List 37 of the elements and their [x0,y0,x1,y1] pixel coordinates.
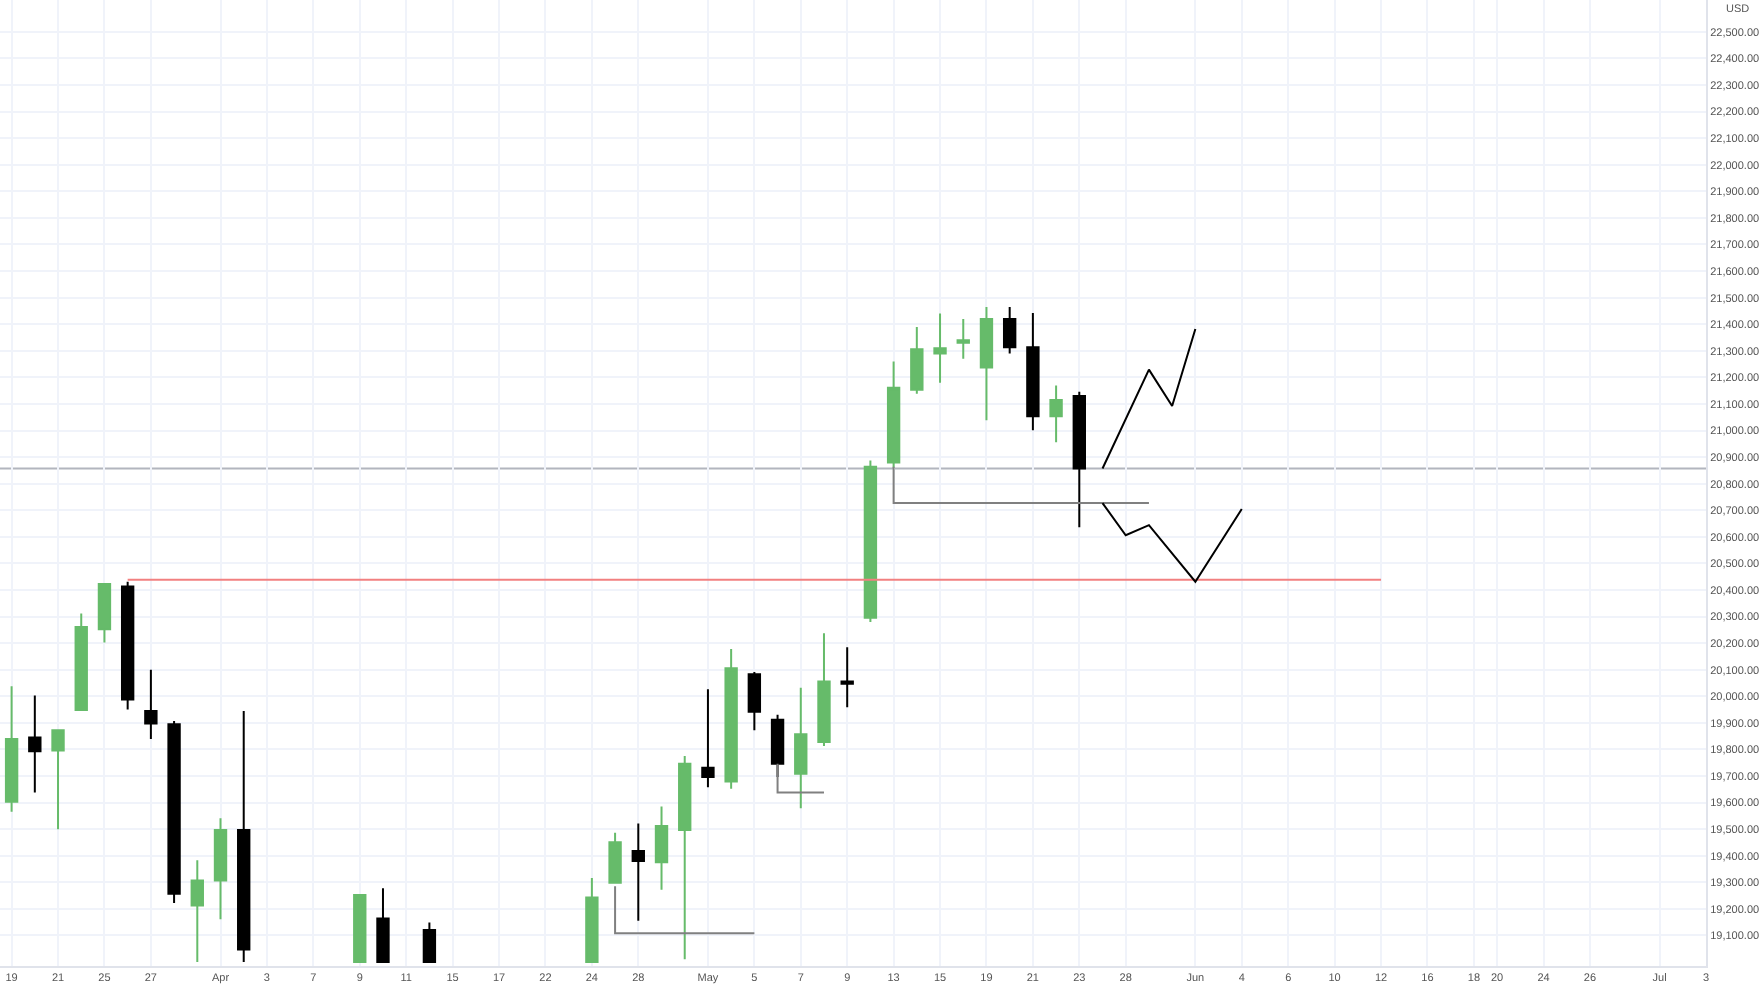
candlestick [97,582,112,644]
candlestick [376,887,390,964]
candlestick [144,668,158,741]
line-series [1101,328,1197,470]
candlestick [51,729,65,831]
candlestick [237,709,251,964]
candlestick [863,459,878,624]
candlestick [747,671,762,732]
candlestick [933,312,947,384]
candlestick [353,892,367,964]
candlestick [213,817,228,921]
candlestick [817,632,831,747]
candlestick [886,360,901,469]
candlestick [1072,390,1086,529]
line-series [1101,502,1243,583]
candlestick [701,688,715,789]
candlestick [654,805,669,891]
candlestick [585,877,599,964]
candlestick [190,859,204,964]
candlestick [1026,312,1040,432]
candlestick [608,831,622,884]
candlestick [794,686,808,810]
candlestick [678,755,692,961]
candlestick [724,647,738,790]
candlestick [74,612,88,712]
candlestick [1049,384,1063,444]
candlestick [422,921,437,964]
candlestick [910,325,924,395]
candlestick [120,580,135,711]
candlestick [956,317,970,360]
candlestick [4,685,19,813]
candlestick [631,822,645,922]
candlestick [1002,305,1017,355]
candlestick [979,305,994,422]
candlestick [840,646,854,709]
candlestick [28,694,42,794]
candlestick [167,719,181,905]
